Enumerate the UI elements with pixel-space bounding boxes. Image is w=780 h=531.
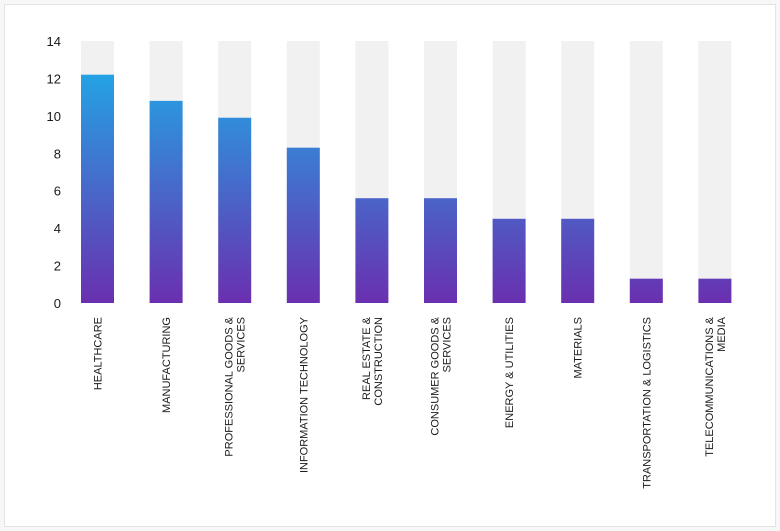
y-tick-label: 8 [54,146,61,161]
x-category-label: ENERGY & UTILITIES [504,317,516,428]
x-category-label-line: HEALTHCARE [93,317,105,390]
x-category-label-line: SERVICES [236,317,248,372]
y-axis: 0 2 4 6 8 10 12 14 [47,34,61,311]
y-tick-label: 2 [54,259,61,274]
x-category-label-line: PROFESSIONAL GOODS & [224,316,236,456]
x-category-label-line: MANUFACTURING [161,317,173,413]
x-category-label-line: REAL ESTATE & [361,316,373,400]
bar[interactable] [698,278,732,303]
bar[interactable] [629,278,663,303]
x-axis-labels: HEALTHCARE MANUFACTURING PROFESSIONAL GOOD… [93,316,728,488]
bar[interactable] [81,74,114,303]
x-category-label: CONSUMER GOODS &SERVICES [430,316,454,435]
y-tick-label: 0 [54,296,61,311]
bar[interactable] [492,218,526,303]
x-category-label: TELECOMMUNICATIONS &MEDIA [704,316,728,456]
x-category-label-line: TRANSPORTATION & LOGISTICS [641,317,653,489]
y-tick-label: 10 [47,109,61,124]
x-category-label-line: SERVICES [442,317,454,372]
bar-background [698,41,732,303]
bar[interactable] [355,198,389,303]
bar-chart: 0 2 4 6 8 10 12 14 HEALTHCARE MANUFACTURING PROFE… [47,34,732,489]
bar[interactable] [561,218,595,303]
chart-card: 0 2 4 6 8 10 12 14 HEALTHCARE MANUFACTURING PROFE… [4,4,776,527]
bar-background [629,41,663,303]
bar[interactable] [286,147,320,303]
bar[interactable] [149,100,183,303]
bar[interactable] [218,117,252,303]
x-category-label: REAL ESTATE &CONSTRUCTION [361,316,385,405]
y-tick-label: 14 [47,34,61,49]
x-category-label: MANUFACTURING [161,317,173,413]
x-category-label-line: CONSUMER GOODS & [430,316,442,435]
x-category-label: PROFESSIONAL GOODS &SERVICES [224,316,248,456]
bar[interactable] [424,198,457,303]
x-category-label: HEALTHCARE [93,317,105,390]
y-tick-label: 6 [54,184,61,199]
x-category-label-line: CONSTRUCTION [373,317,385,406]
x-category-label-line: TELECOMMUNICATIONS & [704,316,716,456]
x-category-label: TRANSPORTATION & LOGISTICS [641,317,653,489]
x-category-label: MATERIALS [573,317,585,379]
data-bars [81,74,732,303]
x-category-label-line: MATERIALS [573,317,585,379]
y-tick-label: 4 [54,221,61,236]
x-category-label-line: INFORMATION TECHNOLOGY [298,316,310,473]
x-category-label-line: ENERGY & UTILITIES [504,317,516,428]
x-category-label: INFORMATION TECHNOLOGY [298,316,310,473]
x-category-label-line: MEDIA [716,316,728,352]
y-tick-label: 12 [47,71,61,86]
